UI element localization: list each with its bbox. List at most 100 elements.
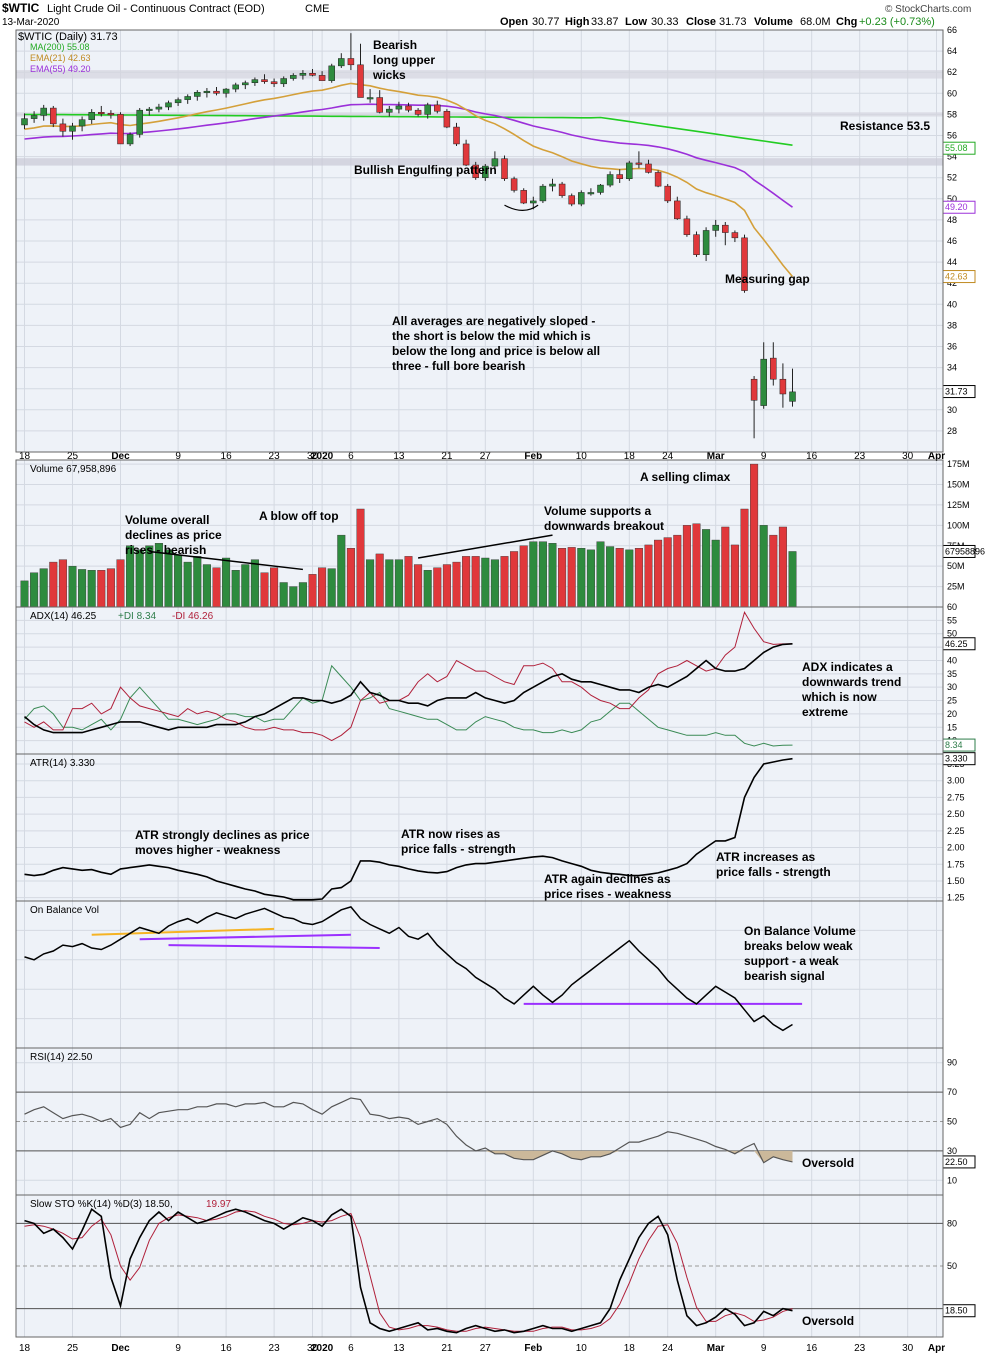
obv-title: On Balance Vol bbox=[30, 905, 99, 916]
volume-bar bbox=[769, 534, 778, 608]
rsi-ytick-50: 50 bbox=[947, 1117, 957, 1127]
candle bbox=[222, 88, 230, 98]
volume-bar bbox=[164, 549, 173, 608]
adx-ytick-60: 60 bbox=[947, 602, 957, 612]
atr-ytick-1.5: 1.50 bbox=[947, 876, 965, 886]
candle bbox=[472, 161, 479, 180]
volume-bar bbox=[116, 559, 125, 608]
legend-ema21: EMA(21) 42.63 bbox=[30, 53, 91, 63]
candle bbox=[59, 118, 67, 137]
atr-panel bbox=[24, 757, 793, 901]
candle bbox=[530, 196, 537, 210]
legend-ema55: EMA(55) 49.20 bbox=[30, 64, 91, 74]
x-tick-label: 21 bbox=[441, 1343, 453, 1354]
volume-bar bbox=[318, 567, 327, 608]
candle-body bbox=[702, 230, 710, 255]
candle-body bbox=[750, 378, 758, 401]
x-tick-label: 23 bbox=[854, 451, 866, 462]
x-tick-label: Feb bbox=[524, 1343, 542, 1354]
volume-bar bbox=[241, 564, 250, 608]
x-tick-label: 25 bbox=[67, 451, 79, 462]
ema21-last-tag-text: 42.63 bbox=[945, 272, 968, 282]
annot-averages-line-4: three - full bore bearish bbox=[392, 359, 525, 373]
price-ytick-42: 42 bbox=[947, 278, 957, 288]
adx-line bbox=[23, 643, 793, 734]
volume-bar bbox=[606, 546, 615, 608]
price-title: $WTIC (Daily) 31.73 bbox=[18, 31, 118, 43]
x-tick-label: 23 bbox=[269, 451, 281, 462]
adx-minus-di-line bbox=[24, 611, 793, 742]
candle-body bbox=[587, 192, 595, 195]
price-ytick-52: 52 bbox=[947, 173, 957, 183]
candle-body bbox=[69, 125, 76, 132]
price-ytick-44: 44 bbox=[947, 257, 957, 267]
atr-last-tag: 3.330 bbox=[942, 752, 976, 766]
x-tick-label: 23 bbox=[269, 1343, 281, 1354]
x-tick-label: 6 bbox=[348, 451, 354, 462]
candle bbox=[453, 122, 460, 147]
candle-body bbox=[232, 84, 239, 90]
ma200-last-tag: 55.08 bbox=[942, 141, 976, 155]
annot-bearish-wicks-line-2: long upper bbox=[373, 53, 435, 67]
volume-bar bbox=[759, 525, 768, 608]
price-ytick-48: 48 bbox=[947, 215, 957, 225]
candle bbox=[770, 342, 777, 386]
axis-layer: 2830323436384042444648505254565860626466… bbox=[15, 25, 985, 1354]
volume-bar bbox=[462, 556, 471, 608]
candle-body bbox=[434, 104, 441, 112]
candle bbox=[280, 76, 287, 87]
volume-bar bbox=[682, 525, 691, 608]
engulfing-arc bbox=[504, 204, 539, 212]
annot-measuring-gap-line-1: Measuring gap bbox=[725, 272, 810, 286]
candle bbox=[194, 90, 201, 101]
candle-body bbox=[155, 106, 163, 110]
volume-bar bbox=[529, 541, 538, 608]
annot-atr-again-line-1: ATR again declines as bbox=[544, 872, 671, 886]
volume-bar bbox=[481, 557, 490, 608]
volume-bar bbox=[49, 561, 58, 608]
candle-body bbox=[59, 123, 67, 132]
adx-title-minus: -DI 46.26 bbox=[172, 611, 214, 622]
volume-bar bbox=[39, 568, 48, 608]
volume-bar bbox=[510, 551, 519, 608]
low-label: Low bbox=[625, 16, 647, 28]
volume-last-tag-text: 67958896 bbox=[945, 546, 985, 556]
candle-body bbox=[462, 143, 470, 166]
candle-body bbox=[645, 163, 652, 173]
candle-body bbox=[357, 64, 364, 98]
atr-ytick-2.75: 2.75 bbox=[947, 792, 965, 802]
candle bbox=[626, 160, 633, 181]
volume-bar bbox=[471, 556, 480, 608]
adx-ytick-15: 15 bbox=[947, 722, 957, 732]
volume-bar bbox=[97, 570, 106, 608]
ema21-last-tag: 42.63 bbox=[942, 270, 976, 284]
annot-bearish-wicks-line-1: Bearish bbox=[373, 38, 417, 52]
price-ytick-30: 30 bbox=[947, 405, 957, 415]
atr-line bbox=[24, 757, 793, 901]
volume-bar bbox=[663, 537, 672, 608]
ema55-last-tag: 49.20 bbox=[942, 200, 976, 214]
x-tick-label: 10 bbox=[576, 1343, 588, 1354]
candle-body bbox=[760, 358, 767, 406]
rsi-ytick-90: 90 bbox=[947, 1058, 957, 1068]
price-ytick-58: 58 bbox=[947, 109, 957, 119]
x-tick-label: 9 bbox=[761, 1343, 767, 1354]
volume-bar bbox=[250, 559, 259, 608]
x-tick-label: 16 bbox=[221, 451, 233, 462]
candle-body bbox=[539, 185, 547, 202]
annot-atr-strength-line-1: ATR now rises as bbox=[401, 827, 500, 841]
candle-body bbox=[770, 357, 777, 380]
close-label: Close bbox=[686, 16, 716, 28]
x-tick-label: 18 bbox=[624, 451, 636, 462]
sto-k-line bbox=[24, 1207, 793, 1334]
volume-ytick-100: 100M bbox=[947, 520, 970, 530]
candle-body bbox=[40, 107, 47, 116]
volume-ytick-25: 25M bbox=[947, 582, 965, 592]
candle bbox=[98, 105, 105, 117]
annot-volume-declines-line-3: rises - bearish bbox=[125, 543, 206, 557]
candle-body bbox=[309, 73, 316, 76]
candle-body bbox=[98, 112, 105, 115]
volume-bar bbox=[106, 568, 115, 608]
volume-title: Volume 67,958,896 bbox=[30, 464, 117, 475]
